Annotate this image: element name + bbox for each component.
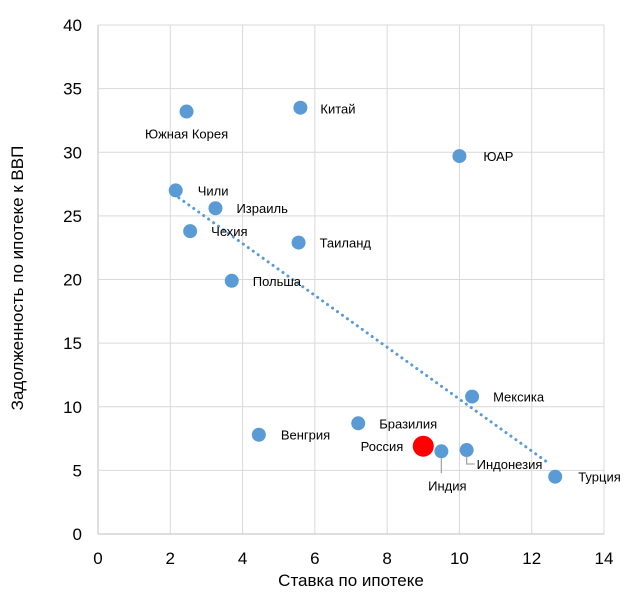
- data-point: [293, 100, 308, 115]
- x-tick-label: 10: [450, 549, 469, 568]
- data-point: [179, 104, 194, 119]
- data-point: [452, 149, 467, 164]
- trendline-line: [172, 192, 552, 466]
- point-label: Чили: [198, 183, 229, 198]
- x-tick-label: 4: [238, 549, 247, 568]
- x-tick-label: 12: [522, 549, 541, 568]
- trendline: [172, 192, 552, 466]
- y-tick-label: 25: [63, 207, 82, 226]
- x-axis-title: Ставка по ипотеке: [278, 571, 424, 590]
- x-tick-label: 14: [595, 549, 614, 568]
- highlight-point: [412, 435, 434, 457]
- data-point: [208, 201, 223, 216]
- point-label: Израиль: [236, 201, 288, 216]
- y-axis-title: Задолженность по ипотеке к ВВП: [8, 146, 27, 411]
- x-tick-label: 8: [382, 549, 391, 568]
- point-label: Индонезия: [477, 457, 543, 472]
- point-labels: Южная Корея Китай ЮАР Чили Израиль Чехия Таила…: [145, 102, 621, 494]
- point-label: Польша: [253, 274, 302, 289]
- x-tick-label: 6: [310, 549, 319, 568]
- data-point: [459, 443, 474, 458]
- y-tick-label: 30: [63, 143, 82, 162]
- point-label: Венгрия: [281, 428, 330, 443]
- data-point: [251, 427, 266, 442]
- data-point: [465, 389, 480, 404]
- data-point: [183, 224, 198, 239]
- y-tick-label: 5: [73, 461, 82, 480]
- data-point: [434, 444, 449, 459]
- point-label: ЮАР: [483, 149, 513, 164]
- point-label: Южная Корея: [145, 127, 228, 142]
- y-tick-label: 15: [63, 334, 82, 353]
- y-tick-label: 20: [63, 271, 82, 290]
- point-label: Таиланд: [320, 236, 372, 251]
- data-point: [351, 416, 366, 431]
- data-point: [168, 183, 183, 198]
- data-point: [291, 235, 306, 250]
- point-label: Россия: [361, 439, 404, 454]
- y-tick-label: 40: [63, 16, 82, 35]
- point-label: Бразилия: [379, 416, 437, 431]
- point-label: Чехия: [211, 224, 247, 239]
- data-points: [168, 100, 563, 484]
- leader-lines: [440, 457, 475, 474]
- x-tick-label: 2: [166, 549, 175, 568]
- point-label: Мексика: [493, 390, 545, 405]
- y-tick-label: 10: [63, 398, 82, 417]
- y-tick-label: 0: [73, 525, 82, 544]
- tick-labels: 0 2 4 6 8 10 12 14 0 5 10 15 20 25 30 35 40: [63, 16, 613, 568]
- point-label: Турция: [578, 470, 621, 485]
- x-tick-label: 0: [93, 549, 102, 568]
- leader-line: [466, 457, 475, 465]
- data-point: [548, 469, 563, 484]
- grid: [97, 24, 605, 535]
- data-point: [224, 273, 239, 288]
- y-tick-label: 35: [63, 80, 82, 99]
- point-label: Китай: [320, 102, 355, 117]
- point-label: Индия: [428, 478, 466, 493]
